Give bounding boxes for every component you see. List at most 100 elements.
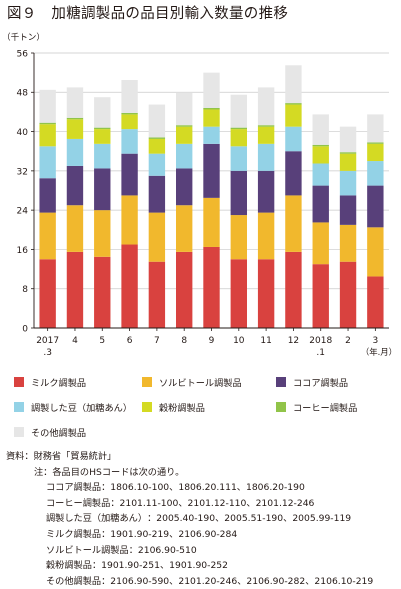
bar-segment — [39, 259, 56, 328]
bar-segment — [203, 108, 220, 110]
x-tick-label: 2 — [345, 336, 351, 346]
bar-segment — [367, 276, 384, 328]
bar-segment — [339, 224, 357, 262]
legend-item: その他調製品 — [14, 425, 86, 439]
y-tick-label: 0 — [22, 324, 28, 334]
bar-segment — [148, 261, 166, 328]
hs-code-line: コーヒー調製品：2101.11-100、2101.12-110、2101.12-… — [6, 496, 398, 512]
bar-segment — [148, 138, 166, 154]
bar-segment — [367, 114, 384, 143]
bar-segment — [257, 125, 275, 127]
legend-item: ソルビトール調製品 — [142, 375, 242, 389]
bar-segment — [312, 163, 329, 186]
x-tick-label: 9 — [209, 336, 215, 346]
bar-segment — [39, 89, 56, 123]
legend: ミルク調製品 ソルビトール調製品 ココア調製品 調製した豆（加糖あん） 穀粉調製品 コーヒ… — [14, 375, 394, 445]
legend-label: ソルビトール調製品 — [159, 378, 242, 389]
x-tick-label: 4 — [72, 336, 78, 346]
bar-segment — [66, 87, 84, 118]
source-text: 財務省「貿易統計」 — [33, 451, 117, 462]
bar-segment — [339, 126, 357, 153]
hs-code-product: その他調製品 — [46, 575, 102, 587]
hs-code-values: ：2106.90-510 — [128, 544, 197, 556]
bar-segment — [176, 126, 193, 144]
legend-swatch — [14, 427, 24, 437]
bar-segment — [39, 122, 56, 125]
bar-segment — [66, 205, 84, 252]
legend-item: 穀粉調製品 — [142, 400, 205, 414]
bar-segment — [203, 126, 220, 144]
hs-code-line: その他調製品：2106.90-590、2101.20-246、2106.90-2… — [6, 574, 398, 589]
bar-segment — [285, 251, 302, 328]
note-line: 注：各品目のHSコードは次の通り。 — [6, 465, 398, 481]
bar-segment — [121, 195, 138, 245]
hs-code-line: ソルビトール調製品：2106.90-510 — [6, 543, 398, 559]
bar-segment — [121, 244, 138, 328]
x-tick-label: 6 — [127, 336, 133, 346]
bar-segment — [176, 92, 193, 126]
bar-segment — [339, 261, 357, 328]
legend-swatch — [142, 377, 152, 387]
legend-label: その他調製品 — [31, 428, 87, 439]
bar-segment — [66, 138, 84, 166]
x-tick-label: 7 — [154, 336, 160, 346]
y-tick-label: 8 — [22, 285, 28, 295]
hs-code-line: ココア調製品：1806.10-100、1806.20.111、1806.20-1… — [6, 480, 398, 496]
x-tick-label: 2018 — [309, 336, 332, 346]
legend-swatch — [14, 377, 24, 387]
hs-code-product: 調製した豆（加糖あん） — [46, 513, 148, 525]
bar-segment — [312, 222, 329, 265]
bar-segment — [367, 185, 384, 228]
bar-segment — [121, 129, 138, 154]
bar-segment — [176, 125, 193, 127]
bar-segment — [230, 215, 247, 260]
source-label: 資料： — [6, 451, 34, 462]
note-label: 注： — [34, 466, 53, 478]
x-tick-label: 8 — [181, 336, 187, 346]
x-tick-label: .1 — [316, 348, 325, 358]
bar-segment — [339, 195, 357, 225]
x-tick-label: 10 — [233, 336, 245, 346]
bar-segment — [339, 153, 357, 171]
hs-code-product: ミルク調製品 — [46, 528, 102, 540]
bar-segment — [66, 251, 84, 328]
bar-segment — [94, 256, 111, 328]
bar-segment — [66, 165, 84, 206]
legend-label: 調製した豆（加糖あん） — [31, 403, 133, 414]
bar-segment — [94, 168, 111, 211]
bar-segment — [148, 137, 166, 139]
bar-segment — [39, 124, 56, 147]
bar-segment — [312, 264, 329, 328]
hs-code-values: ：2005.40-190、2005.51-190、2005.99-119 — [147, 513, 352, 525]
bar-segment — [176, 143, 193, 169]
y-tick-label: 24 — [17, 207, 29, 217]
bar-segment — [230, 94, 247, 128]
x-tick-label: 2017 — [36, 336, 59, 346]
bar-segment — [312, 185, 329, 223]
axes — [31, 52, 389, 331]
bar-segment — [285, 195, 302, 252]
bar-segment — [203, 197, 220, 247]
hs-code-line: ミルク調製品：1901.90-219、2106.90-284 — [6, 527, 398, 543]
figure-title: 図９ 加糖調製品の品目別輸入数量の推移 — [7, 6, 289, 22]
legend-swatch — [142, 402, 152, 412]
bar-segment — [312, 114, 329, 145]
bar-segment — [230, 127, 247, 130]
bar-segment — [203, 246, 220, 328]
bar-segment — [230, 170, 247, 216]
bar-segment — [257, 170, 275, 213]
x-tick-label: .3 — [43, 348, 52, 358]
hs-code-list: ココア調製品：1806.10-100、1806.20.111、1806.20-1… — [6, 480, 398, 589]
x-tick-label: 3 — [372, 336, 378, 346]
bar-segment — [39, 146, 56, 179]
bar-segment — [367, 227, 384, 277]
bar-segment — [94, 127, 111, 130]
x-tick-label: 5 — [99, 336, 105, 346]
bar-segment — [66, 119, 84, 139]
bar-segment — [285, 103, 302, 105]
bar-segment — [94, 210, 111, 257]
hs-code-values: ：1901.90-219、2106.90-284 — [101, 528, 238, 540]
hs-code-values: ：1901.90-251、1901.90-252 — [91, 560, 229, 572]
legend-item: ミルク調製品 — [14, 375, 86, 389]
